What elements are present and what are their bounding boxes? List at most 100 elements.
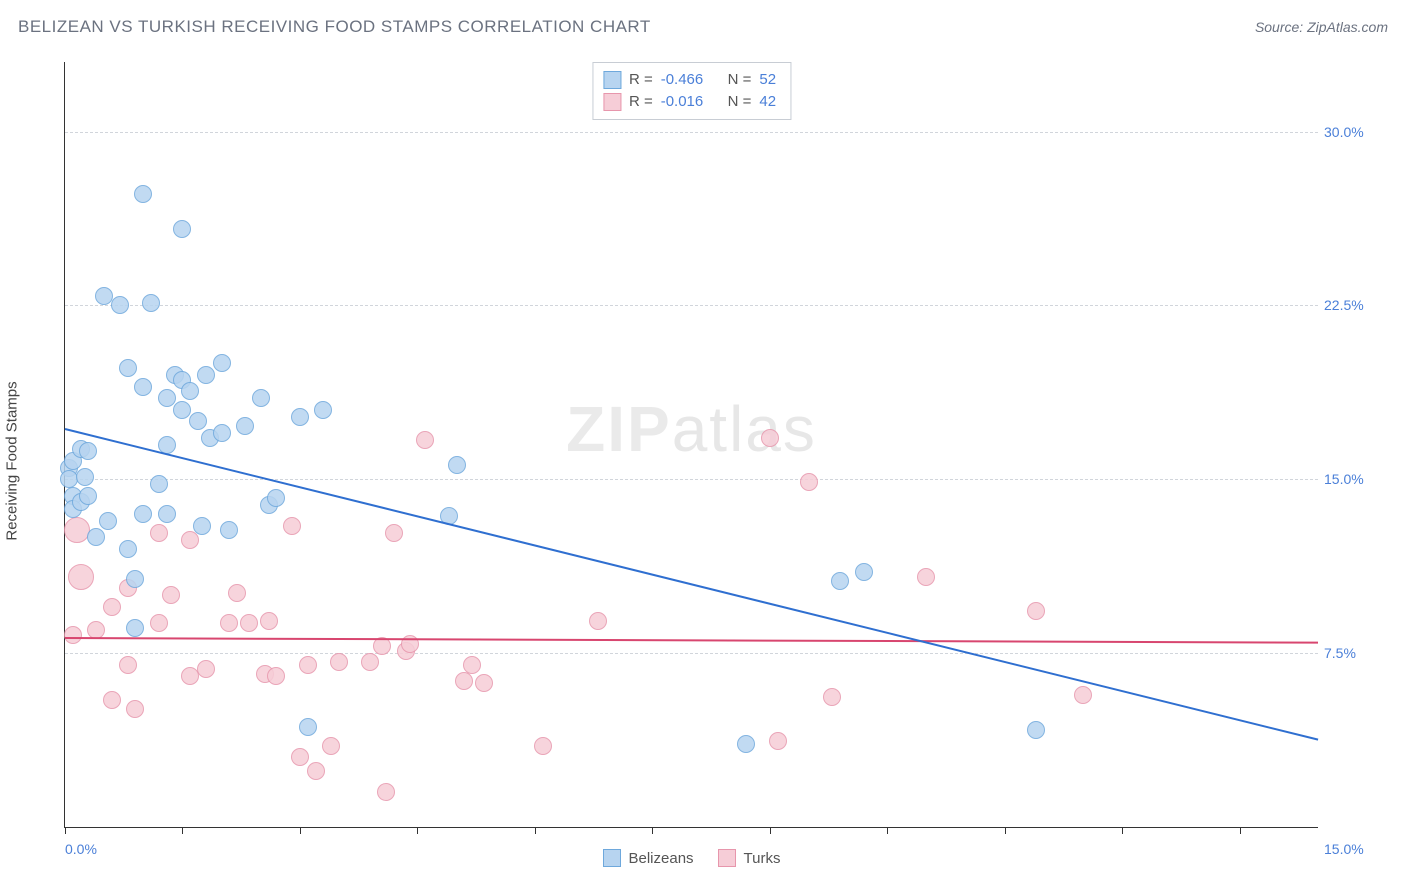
scatter-point (158, 389, 176, 407)
scatter-point (240, 614, 258, 632)
scatter-point (589, 612, 607, 630)
scatter-point (299, 656, 317, 674)
scatter-point (475, 674, 493, 692)
y-tick-label: 22.5% (1324, 297, 1380, 313)
x-tick (1122, 827, 1123, 834)
scatter-point (361, 653, 379, 671)
x-tick (300, 827, 301, 834)
scatter-point (213, 354, 231, 372)
stats-box: R = -0.466 N = 52 R = -0.016 N = 42 (592, 62, 791, 120)
scatter-point (761, 429, 779, 447)
x-tick (1240, 827, 1241, 834)
swatch-turks-icon (603, 93, 621, 111)
scatter-point (385, 524, 403, 542)
legend-label-turks: Turks (744, 850, 781, 867)
scatter-point (463, 656, 481, 674)
scatter-point (150, 524, 168, 542)
scatter-point (68, 564, 94, 590)
scatter-point (823, 688, 841, 706)
scatter-point (126, 570, 144, 588)
scatter-point (103, 598, 121, 616)
scatter-point (283, 517, 301, 535)
scatter-point (158, 505, 176, 523)
gridline-h (65, 653, 1318, 654)
stats-n-turks: 42 (759, 91, 776, 113)
scatter-point (197, 660, 215, 678)
y-tick-label: 30.0% (1324, 124, 1380, 140)
scatter-point (181, 382, 199, 400)
scatter-point (173, 401, 191, 419)
scatter-point (800, 473, 818, 491)
stats-r-label: R = (629, 91, 653, 113)
scatter-point (79, 442, 97, 460)
scatter-point (126, 619, 144, 637)
stats-n-label: N = (728, 69, 752, 91)
scatter-point (252, 389, 270, 407)
trend-line (65, 637, 1318, 644)
trend-line (65, 428, 1318, 741)
chart-title: BELIZEAN VS TURKISH RECEIVING FOOD STAMP… (18, 17, 651, 37)
scatter-point (737, 735, 755, 753)
stats-r-belizeans: -0.466 (661, 69, 704, 91)
scatter-point (64, 626, 82, 644)
scatter-point (213, 424, 231, 442)
legend-swatch-turks-icon (718, 849, 736, 867)
x-axis-min-label: 0.0% (65, 841, 97, 857)
scatter-point (134, 185, 152, 203)
scatter-point (103, 691, 121, 709)
scatter-point (1027, 602, 1045, 620)
scatter-point (119, 656, 137, 674)
scatter-point (134, 378, 152, 396)
scatter-point (220, 521, 238, 539)
scatter-point (111, 296, 129, 314)
scatter-point (330, 653, 348, 671)
source-value: ZipAtlas.com (1307, 19, 1388, 35)
scatter-point (193, 517, 211, 535)
scatter-point (126, 700, 144, 718)
scatter-point (119, 540, 137, 558)
scatter-point (150, 614, 168, 632)
scatter-point (307, 762, 325, 780)
scatter-point (1027, 721, 1045, 739)
scatter-point (76, 468, 94, 486)
scatter-point (220, 614, 238, 632)
gridline-h (65, 479, 1318, 480)
scatter-point (314, 401, 332, 419)
scatter-point (322, 737, 340, 755)
scatter-point (64, 517, 90, 543)
scatter-point (150, 475, 168, 493)
scatter-point (267, 667, 285, 685)
scatter-point (79, 487, 97, 505)
scatter-point (455, 672, 473, 690)
scatter-point (917, 568, 935, 586)
x-tick (417, 827, 418, 834)
x-tick (652, 827, 653, 834)
scatter-point (119, 359, 137, 377)
source-label: Source: (1255, 19, 1303, 35)
x-tick (770, 827, 771, 834)
scatter-point (142, 294, 160, 312)
scatter-point (173, 220, 191, 238)
scatter-point (162, 586, 180, 604)
scatter-point (228, 584, 246, 602)
stats-n-belizeans: 52 (759, 69, 776, 91)
scatter-point (134, 505, 152, 523)
scatter-point (769, 732, 787, 750)
x-tick (65, 827, 66, 834)
scatter-point (831, 572, 849, 590)
scatter-point (855, 563, 873, 581)
stats-row-belizeans: R = -0.466 N = 52 (603, 69, 776, 91)
legend-item-turks: Turks (718, 849, 781, 867)
swatch-belizeans-icon (603, 71, 621, 89)
scatter-point (197, 366, 215, 384)
scatter-point (291, 408, 309, 426)
scatter-point (534, 737, 552, 755)
stats-n-label: N = (728, 91, 752, 113)
x-tick (1005, 827, 1006, 834)
chart-container: Receiving Food Stamps ZIPatlas R = -0.46… (18, 48, 1388, 874)
x-tick (535, 827, 536, 834)
gridline-h (65, 305, 1318, 306)
legend-swatch-belizeans-icon (603, 849, 621, 867)
gridline-h (65, 132, 1318, 133)
scatter-point (291, 748, 309, 766)
